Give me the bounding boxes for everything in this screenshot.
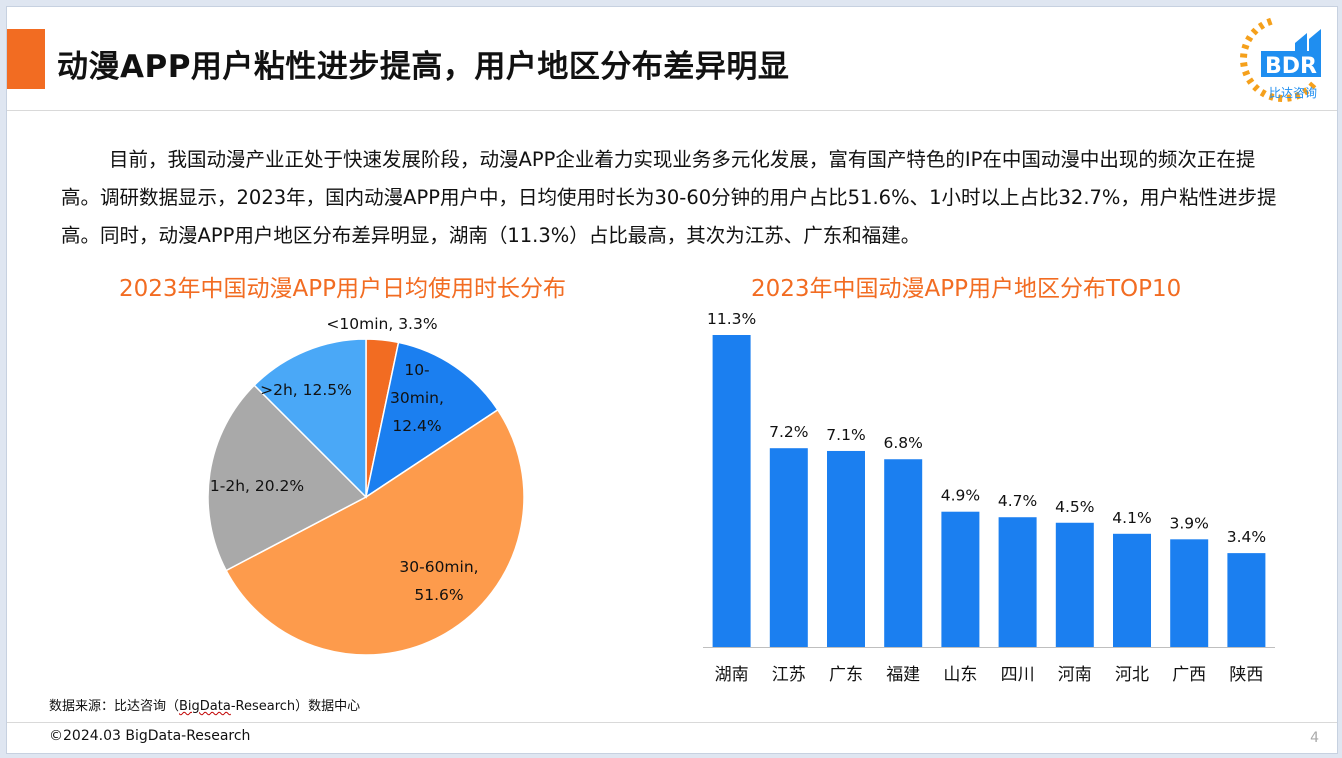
pie-data-label: 10- bbox=[404, 361, 429, 379]
bar bbox=[1170, 539, 1209, 647]
logo-dash bbox=[1268, 92, 1275, 101]
page-title: 动漫APP用户粘性进步提高，用户地区分布差异明显 bbox=[57, 49, 790, 85]
bar bbox=[1055, 522, 1094, 647]
logo-dash bbox=[1250, 27, 1259, 36]
source-brand: BigData bbox=[179, 699, 231, 714]
bar bbox=[1113, 533, 1151, 647]
logo-ring-dashes bbox=[1239, 17, 1317, 103]
bar-data-label: 11.3% bbox=[707, 310, 756, 328]
page-number: 4 bbox=[1310, 730, 1319, 746]
bar-data-label: 3.4% bbox=[1227, 528, 1266, 546]
bdr-logo: BDR 比达咨询 bbox=[1239, 17, 1321, 103]
logo-dash bbox=[1266, 17, 1273, 26]
logo-dash bbox=[1242, 70, 1251, 77]
pie-data-label: >2h, 12.5% bbox=[260, 381, 352, 399]
pie-slice bbox=[207, 384, 368, 572]
logo-dash bbox=[1302, 87, 1310, 96]
bar-chart-title: 2023年中国动漫APP用户地区分布TOP10 bbox=[751, 276, 1182, 302]
source-prefix: 数据来源：比达咨询（ bbox=[49, 699, 180, 714]
bar-category-label: 江苏 bbox=[772, 665, 806, 685]
pie-chart: <10min, 3.3% 10- 30min, 12.4% 30-60min, 51.6%… bbox=[207, 315, 525, 656]
data-source: 数据来源：比达咨询（BigData-Research）数据中心 bbox=[49, 695, 360, 714]
bar-data-label: 7.1% bbox=[826, 426, 865, 444]
bar-data-label: 3.9% bbox=[1170, 514, 1209, 532]
bar-category-label: 陕西 bbox=[1229, 665, 1263, 685]
source-suffix: -Research）数据中心 bbox=[230, 699, 361, 714]
pie-slice bbox=[225, 408, 525, 656]
bar-category-label: 福建 bbox=[886, 665, 920, 685]
bar-category-label: 湖南 bbox=[715, 665, 749, 685]
bar-category-label: 广东 bbox=[829, 665, 863, 685]
pie-data-label: 30min, bbox=[390, 389, 444, 407]
logo-block bbox=[1261, 51, 1321, 77]
logo-bar-b bbox=[1309, 29, 1321, 51]
bar-data-label: 7.2% bbox=[769, 423, 808, 441]
logo-dash bbox=[1286, 94, 1292, 102]
bar bbox=[1227, 553, 1266, 647]
bar-category-label: 河北 bbox=[1115, 665, 1149, 685]
logo-dash bbox=[1257, 21, 1266, 30]
bar-category-label: 河南 bbox=[1058, 665, 1092, 685]
bar bbox=[769, 448, 808, 647]
pie-data-label: 12.4% bbox=[392, 417, 441, 435]
copyright: ©2024.03 BigData-Research bbox=[49, 728, 251, 744]
logo-text: BDR bbox=[1265, 54, 1317, 79]
logo-dash bbox=[1259, 89, 1267, 98]
logo-bar-a bbox=[1295, 33, 1307, 51]
pie-slice bbox=[364, 341, 499, 499]
pie-data-label: 51.6% bbox=[414, 586, 463, 604]
bar bbox=[941, 511, 980, 647]
bar-category-label: 广西 bbox=[1172, 665, 1206, 685]
logo-dash bbox=[1246, 77, 1255, 85]
footer-divider bbox=[7, 722, 1337, 723]
pie-chart-title: 2023年中国动漫APP用户日均使用时长分布 bbox=[119, 276, 567, 302]
logo-dash bbox=[1245, 35, 1254, 43]
summary-paragraph: 目前，我国动漫产业正处于快速发展阶段，动漫APP企业着力实现业务多元化发展，富有… bbox=[61, 148, 1277, 247]
bar bbox=[712, 335, 751, 647]
bar-category-label: 山东 bbox=[943, 665, 977, 685]
bar bbox=[884, 459, 923, 647]
logo-dash bbox=[1241, 43, 1250, 50]
logo-dash bbox=[1294, 91, 1301, 100]
pie-data-label: 30-60min, bbox=[399, 558, 478, 576]
bar-data-label: 4.5% bbox=[1055, 498, 1094, 516]
logo-dash bbox=[1239, 53, 1248, 58]
bar-data-label: 4.7% bbox=[998, 492, 1037, 510]
pie-slice bbox=[253, 338, 367, 499]
logo-dash bbox=[1240, 62, 1248, 67]
bar bbox=[998, 517, 1037, 647]
bar-category-label: 四川 bbox=[1001, 665, 1035, 685]
logo-dash bbox=[1252, 83, 1260, 92]
pie-data-label: <10min, 3.3% bbox=[326, 315, 437, 333]
logo-dash bbox=[1308, 81, 1317, 90]
slide: 动漫APP用户粘性进步提高，用户地区分布差异明显 BDR 比达咨询 目前，我国动… bbox=[6, 6, 1338, 754]
bar-data-label: 4.9% bbox=[941, 487, 980, 505]
logo-subtext: 比达咨询 bbox=[1269, 85, 1317, 100]
bar bbox=[827, 450, 865, 647]
bar-data-label: 6.8% bbox=[884, 434, 923, 452]
title-accent-bar bbox=[7, 29, 45, 89]
bar-data-label: 4.1% bbox=[1112, 509, 1151, 527]
pie-data-label: 1-2h, 20.2% bbox=[210, 477, 304, 495]
title-divider bbox=[7, 110, 1337, 111]
bar-chart: 11.3% 湖南 7.2% 江苏 7.1% 广东 6.8% 福建 4.9% 山东 4.7% 四川 4.5… bbox=[703, 310, 1275, 685]
